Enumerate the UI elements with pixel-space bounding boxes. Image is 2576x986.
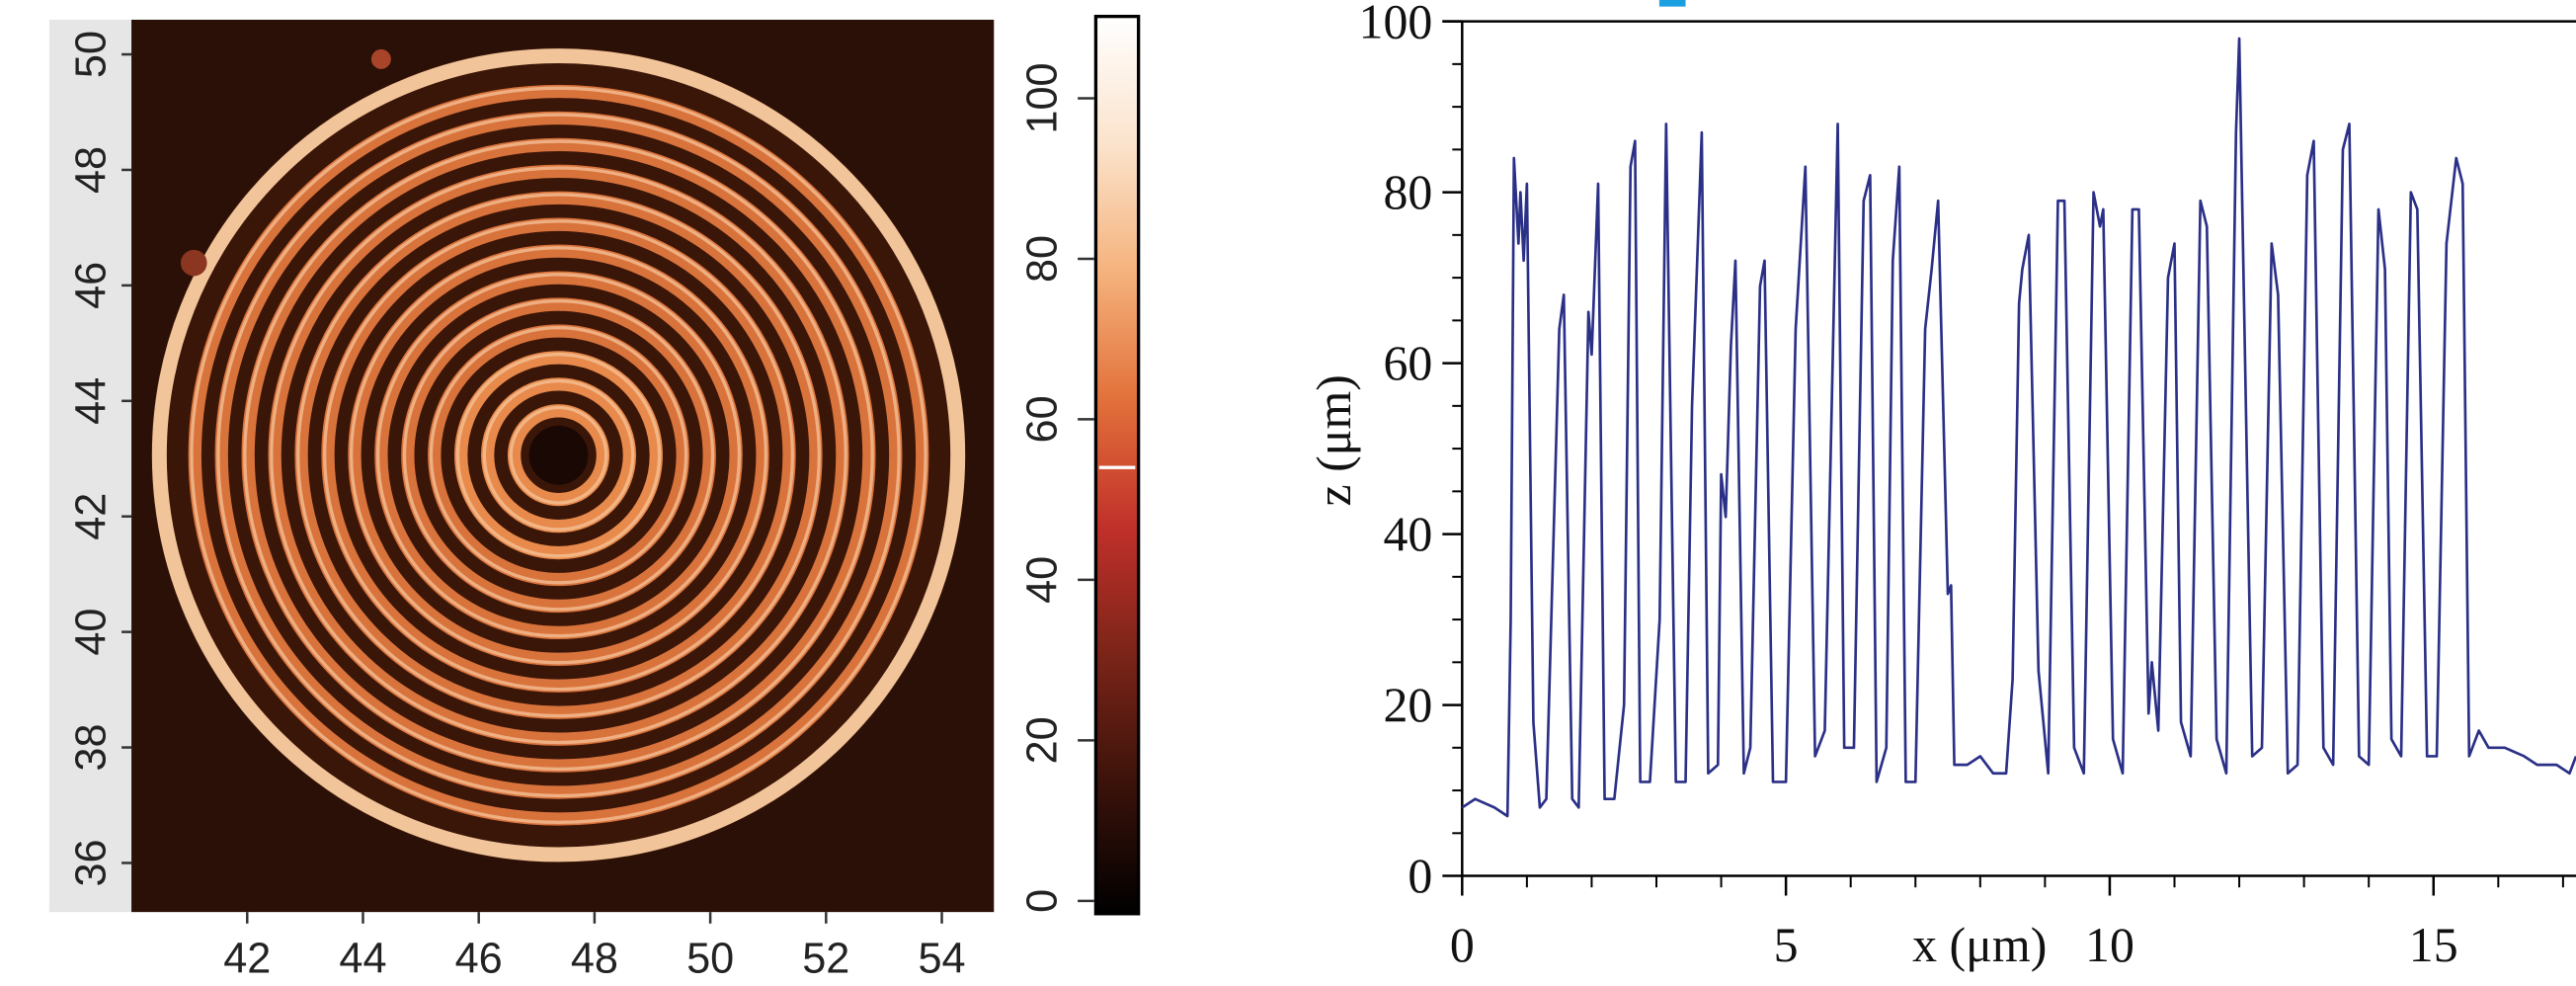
y-tick-label: 36 (67, 839, 115, 886)
ring (268, 164, 849, 746)
blob (180, 249, 207, 277)
colorbar-tick-label: 0 (1018, 889, 1066, 913)
y-tick-label: 80 (1383, 165, 1432, 219)
y-tick-label: 40 (67, 609, 115, 656)
ring (188, 84, 929, 826)
x-tick-label: 15 (2409, 918, 2458, 972)
x-tick-label: 44 (339, 936, 386, 983)
ring-highlight (402, 299, 715, 612)
x-tick-label: 54 (918, 936, 965, 983)
x-tick-label: 0 (1450, 918, 1475, 972)
x-tick-label: 52 (802, 936, 849, 983)
x-tick-label: 10 (2085, 918, 2134, 972)
y-tick-label: 60 (1383, 336, 1432, 390)
ring (481, 377, 637, 534)
colorbar-tick-label: 80 (1018, 235, 1066, 283)
ring-highlight (375, 273, 742, 638)
ring-highlight (190, 86, 927, 824)
y-tick-label: 0 (1408, 849, 1432, 903)
ring (321, 217, 796, 693)
ring-highlight (482, 378, 635, 532)
ring (454, 351, 663, 560)
colorbar-tick-label: 20 (1018, 716, 1066, 764)
y-tick-label: 48 (67, 146, 115, 194)
ring (348, 244, 769, 666)
ring (428, 324, 689, 587)
map-image (151, 47, 967, 863)
y-tick-label: 42 (67, 493, 115, 540)
ring-highlight (455, 352, 662, 558)
ring (507, 404, 610, 507)
profile-line (1461, 37, 2576, 818)
clipped-text (1658, 0, 1686, 7)
x-tick-label: 42 (223, 936, 271, 983)
x-tick-label: 50 (686, 936, 734, 983)
ring-highlight (270, 166, 847, 745)
y-tick-label: 44 (67, 377, 115, 425)
ring (401, 297, 716, 614)
ring (294, 191, 823, 719)
colorbar-tick-label: 60 (1018, 395, 1066, 443)
x-tick-label: 48 (571, 936, 618, 983)
ring-highlight (216, 113, 901, 798)
y-tick-label: 38 (67, 723, 115, 771)
ring-highlight (243, 139, 874, 772)
ring-highlight (322, 219, 795, 692)
label-band (48, 19, 132, 913)
blob (370, 48, 391, 69)
outer-ring (151, 48, 966, 863)
y-tick-label: 46 (67, 262, 115, 309)
x-tick-label: 46 (455, 936, 503, 983)
x-tick-label: 5 (1774, 918, 1799, 972)
colorbar (1093, 14, 1141, 916)
colorbar-tick-label: 100 (1018, 62, 1066, 133)
y-tick-label: 50 (67, 31, 115, 78)
x-axis-label: x (μm) (1912, 918, 2047, 972)
ring-highlight (349, 246, 768, 665)
y-tick-label: 40 (1383, 507, 1432, 561)
ring-highlight (429, 326, 688, 585)
ring (374, 271, 743, 640)
y-axis-label: z (μm) (1307, 374, 1361, 506)
y-tick-label: 20 (1383, 678, 1432, 732)
ring-highlight (509, 405, 608, 505)
ring (214, 111, 903, 799)
ring (241, 137, 876, 773)
ring-highlight (296, 193, 821, 718)
y-tick-label: 100 (1359, 0, 1433, 48)
center-hole (528, 425, 589, 485)
colorbar-tick-label: 40 (1018, 556, 1066, 604)
